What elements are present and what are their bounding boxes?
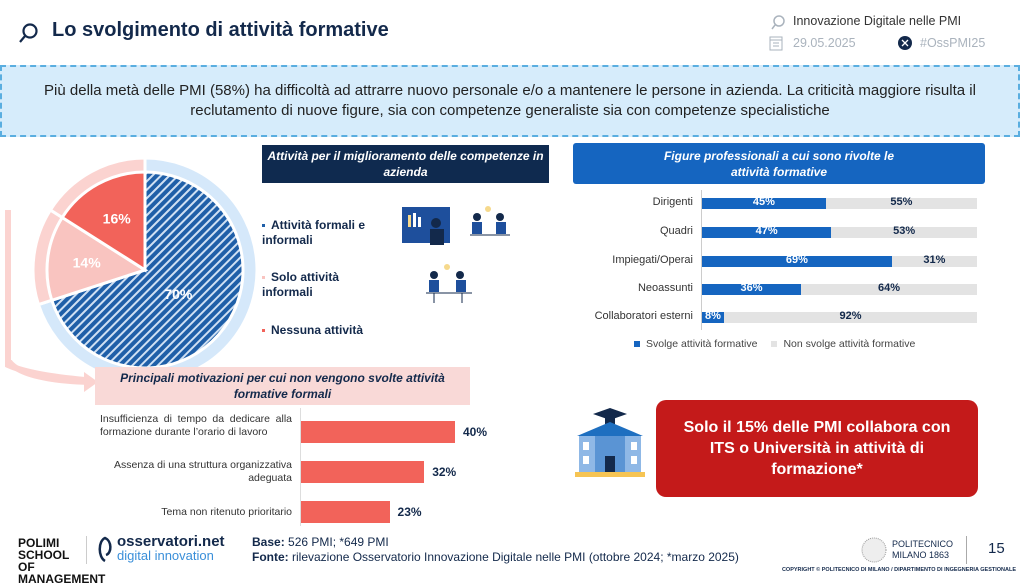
event-date: 29.05.2025 (793, 36, 856, 50)
bar-segment (702, 227, 832, 238)
footer-base: Base: 526 PMI; *649 PMI (252, 535, 389, 550)
bar-segment (702, 198, 826, 209)
bar-segment (702, 284, 801, 295)
polimi-logo: POLIMI SCHOOL OF MANAGEMENT (18, 536, 106, 586)
presentation-illustration (402, 206, 510, 245)
bar-data-label: 53% (893, 225, 916, 237)
bar-segment (702, 256, 892, 267)
bar-data-label: 69% (785, 254, 808, 266)
legend-label: Solo attività informali (262, 270, 340, 299)
legend-swatch (262, 329, 265, 333)
base-label: Base: (252, 535, 285, 549)
legend-label: Non svolge attività formative (783, 338, 916, 350)
footer-source: Fonte: rilevazione Osservatorio Innovazi… (252, 550, 739, 565)
legend-swatch (771, 341, 778, 348)
key-message-text: Più della metà delle PMI (58%) ha diffic… (44, 82, 976, 119)
legend-swatch (634, 341, 640, 348)
bar-data-label: 64% (877, 282, 901, 294)
osservatori-logo-text: osservatori.net (117, 533, 225, 550)
meeting-illustration (426, 264, 472, 303)
category-label: Quadri (659, 225, 693, 237)
category-label: Collaboratori esterni (594, 310, 693, 322)
category-label: Tema non ritenuto prioritario (161, 505, 292, 518)
bar-data-label: 92% (839, 310, 862, 322)
connector-arrow-head (5, 360, 98, 392)
stacked-legend: Svolge attività formative Non svolge atti… (634, 338, 915, 350)
legend-label: Nessuna attività (271, 323, 364, 337)
pie-slice (45, 215, 149, 303)
bar-data-label: 32% (432, 465, 457, 479)
axis-line (701, 190, 702, 330)
bar (301, 501, 390, 523)
category-label: Dirigenti (652, 196, 693, 208)
category-label: Neoassunti (637, 282, 693, 294)
university-icon (575, 408, 645, 477)
bar-data-label: 45% (752, 196, 775, 208)
copyright: COPYRIGHT © POLITECNICO DI MILANO / DIPA… (781, 567, 1016, 573)
bar (301, 461, 425, 483)
bar-data-label: 47% (755, 225, 778, 237)
base-value: 526 PMI; *649 PMI (288, 535, 389, 549)
politecnico-logo-text: POLITECNICO MILANO 1863 (892, 539, 954, 560)
legend-swatch (262, 224, 265, 228)
page-title: Lo svolgimento di attività formative (52, 19, 389, 41)
bar-segment (825, 198, 977, 209)
stacked-bar-title-text: Figure professionali a cui sono rivolte … (663, 148, 895, 179)
source-value: rilevazione Osservatorio Innovazione Dig… (292, 550, 739, 564)
legend-none: Nessuna attività (262, 323, 392, 338)
category-label: Insufficienza di tempo da dedicare alla … (100, 412, 292, 438)
divider (966, 536, 967, 564)
stacked-bar-title: Figure professionali a cui sono rivolte … (573, 143, 985, 184)
hashtag: #OssPMI25 (920, 36, 986, 50)
axis-line (300, 408, 301, 526)
politecnico-seal-icon (861, 537, 887, 563)
bar-data-label: 55% (890, 196, 913, 208)
category-label: Assenza di una struttura organizzativa a… (113, 459, 292, 484)
bar-data-label: 8% (705, 310, 721, 322)
calendar-icon (769, 36, 783, 51)
legend-swatch (262, 276, 265, 280)
bar-data-label: 23% (397, 505, 422, 519)
pie-data-label: 70% (164, 286, 193, 302)
bar-segment (831, 227, 977, 238)
legend-informal-only: Solo attività informali (262, 270, 362, 300)
motivations-title: Principali motivazioni per cui non vengo… (95, 367, 470, 405)
bar-data-label: 40% (463, 425, 488, 439)
bar (301, 421, 455, 443)
pie-data-label: 14% (73, 255, 102, 271)
bar-data-label: 36% (740, 282, 763, 294)
legend-label: Svolge attività formative (646, 338, 758, 350)
event-name: Innovazione Digitale nelle PMI (793, 14, 962, 28)
magnifier-icon (771, 15, 785, 30)
magnifier-icon (19, 23, 38, 43)
key-message-banner: Più della metà delle PMI (58%) ha diffic… (0, 65, 1020, 137)
pie-chart: 70% 14% 16% (5, 156, 259, 384)
page-number: 15 (988, 540, 1005, 557)
pie-data-label: 16% (103, 210, 132, 226)
x-logo-icon (898, 36, 912, 50)
callout-text: Solo il 15% delle PMI collabora con ITS … (683, 419, 951, 478)
callout-box: Solo il 15% delle PMI collabora con ITS … (656, 400, 978, 497)
osservatori-logo-icon (98, 536, 112, 563)
bar-data-label: 31% (923, 254, 946, 266)
bar-segment (702, 312, 724, 323)
pie-title: Attività per il miglioramento delle comp… (262, 145, 549, 183)
category-label: Impiegati/Operai (612, 254, 693, 266)
divider (86, 536, 87, 564)
legend-formal-informal: Attività formali e informali (262, 218, 382, 248)
motivations-title-text: Principali motivazioni per cui non vengo… (120, 371, 445, 401)
bar-segment (724, 312, 977, 323)
legend-label: Attività formali e informali (262, 218, 366, 247)
bar-segment (801, 284, 977, 295)
bar-segment (891, 256, 977, 267)
source-label: Fonte: (252, 550, 289, 564)
osservatori-logo-subtext: digital innovation (117, 548, 214, 563)
pie-slice (60, 170, 147, 273)
